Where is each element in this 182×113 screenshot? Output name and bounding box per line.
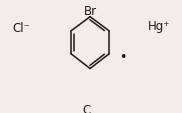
Text: •: • <box>119 51 127 64</box>
Text: Hg⁺: Hg⁺ <box>148 20 170 32</box>
Text: C: C <box>82 103 91 113</box>
Text: Cl⁻: Cl⁻ <box>12 22 30 35</box>
Text: Br: Br <box>84 5 97 18</box>
